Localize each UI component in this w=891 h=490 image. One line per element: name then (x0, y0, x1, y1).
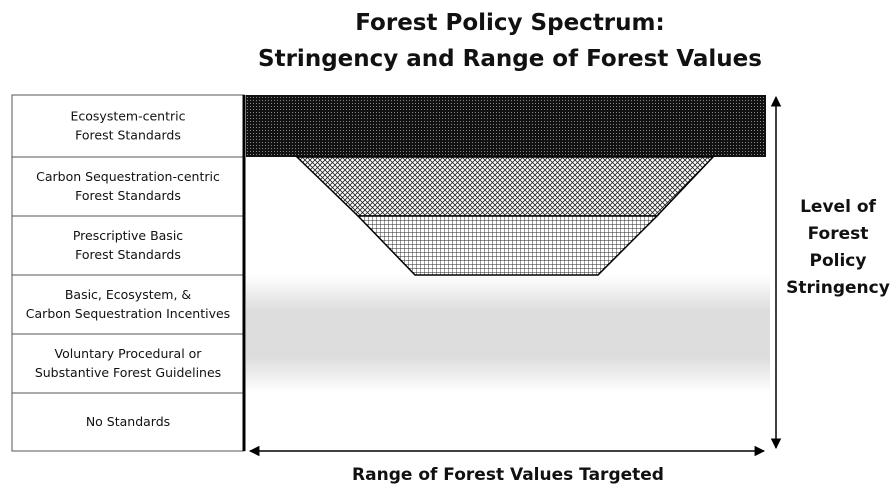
basic-trapezoid (356, 215, 659, 276)
title-line: Stringency and Range of Forest Values (258, 46, 762, 72)
y-axis-label-line: Policy (810, 251, 867, 271)
y-axis-label-line: Level of (800, 197, 876, 217)
y-axis-label-line: Stringency (786, 278, 890, 298)
row-label: Prescriptive Basic (73, 228, 183, 243)
row-cell (11, 156, 245, 217)
carbon-trapezoid (295, 156, 715, 217)
row-label: Carbon Sequestration Incentives (26, 306, 230, 321)
row-label: Ecosystem-centric (71, 109, 186, 124)
row-label: Forest Standards (75, 188, 181, 203)
incentive-band (246, 275, 770, 393)
ecosystem-block (246, 95, 766, 157)
row-label: Carbon Sequestration-centric (36, 169, 220, 184)
row-labels: Ecosystem-centric Forest Standards Carbon … (11, 94, 245, 452)
row-label: Voluntary Procedural or (55, 346, 203, 361)
row-cell (11, 94, 245, 158)
row-label: No Standards (86, 414, 170, 429)
row-cell (11, 215, 245, 276)
x-axis-label: Range of Forest Values Targeted (352, 465, 664, 485)
title-line: Forest Policy Spectrum: (355, 10, 664, 36)
row-label: Forest Standards (75, 247, 181, 262)
row-cell (11, 333, 245, 394)
row-label: Forest Standards (75, 128, 181, 143)
row-cell (11, 392, 245, 452)
row-label: Substantive Forest Guidelines (35, 365, 221, 380)
row-cell (11, 274, 245, 335)
y-axis-label: Level of Forest Policy Stringency (786, 197, 890, 298)
row-label: Basic, Ecosystem, & (65, 287, 192, 302)
y-axis-label-line: Forest (808, 224, 869, 244)
